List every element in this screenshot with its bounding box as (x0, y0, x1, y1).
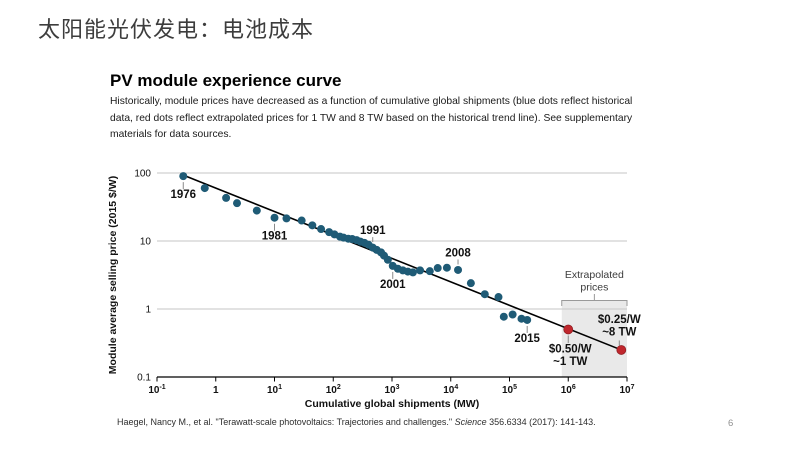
svg-text:2001: 2001 (380, 279, 406, 291)
svg-text:1981: 1981 (262, 231, 288, 243)
figure-subtitle: Historically, module prices have decreas… (110, 96, 633, 141)
data-point (179, 172, 188, 181)
data-point (508, 310, 517, 319)
svg-text:106: 106 (561, 384, 576, 396)
svg-text:0.1: 0.1 (137, 373, 151, 384)
svg-text:10: 10 (140, 237, 152, 248)
svg-text:~8 TW: ~8 TW (602, 326, 636, 338)
trend-line (182, 174, 622, 351)
data-point (297, 216, 306, 225)
y-axis-label: Module average selling price (2015 $/W) (107, 176, 119, 374)
svg-text:1991: 1991 (360, 225, 386, 237)
svg-text:2008: 2008 (445, 247, 471, 259)
data-point (282, 214, 291, 223)
svg-text:102: 102 (326, 384, 341, 396)
data-point (222, 193, 231, 202)
data-point (416, 266, 425, 275)
svg-text:103: 103 (384, 384, 399, 396)
data-point (200, 184, 209, 193)
svg-text:101: 101 (267, 384, 282, 396)
data-point (454, 265, 463, 274)
price-annotations: $0.50/W~1 TW $0.25/W~8 TW (549, 314, 641, 368)
svg-text:$0.25/W: $0.25/W (598, 314, 641, 326)
data-point (480, 290, 489, 299)
year-annotations: 1976 1981 1991 2001 2008 2015 (170, 182, 541, 345)
data-point (408, 268, 417, 277)
x-axis-label: Cumulative global shipments (MW) (305, 398, 479, 410)
svg-text:100: 100 (134, 169, 151, 180)
citation-prefix: Haegel, Nancy M., et al. "Terawatt-scale… (117, 417, 455, 427)
slide-title: 太阳能光伏发电：电池成本 (38, 17, 315, 42)
data-point (523, 315, 532, 324)
data-point (433, 264, 442, 273)
data-point (425, 267, 434, 276)
svg-text:10-1: 10-1 (148, 384, 165, 396)
extrapolated-point (616, 345, 627, 355)
svg-text:$0.50/W: $0.50/W (549, 343, 592, 355)
y-axis: 100 10 1 0.1 Module average selling price (2… (107, 169, 151, 384)
citation-suffix: 356.6334 (2017): 141-143. (486, 417, 596, 427)
figure-title: PV module experience curve (110, 71, 342, 90)
svg-text:1: 1 (213, 385, 219, 396)
data-point (499, 312, 508, 321)
citation-journal: Science (454, 417, 487, 427)
data-point (270, 213, 279, 222)
citation: Haegel, Nancy M., et al. "Terawatt-scale… (117, 417, 596, 427)
svg-text:2015: 2015 (514, 333, 540, 345)
svg-text:prices: prices (580, 282, 608, 294)
data-point (233, 199, 242, 208)
svg-text:~1 TW: ~1 TW (553, 356, 587, 368)
svg-text:107: 107 (619, 384, 634, 396)
data-point (442, 263, 451, 272)
svg-text:1: 1 (145, 305, 151, 316)
svg-text:105: 105 (502, 384, 517, 396)
historical-data-points (179, 172, 532, 324)
svg-text:Extrapolated: Extrapolated (565, 269, 624, 281)
data-point (494, 293, 503, 302)
data-point (383, 255, 392, 264)
x-axis: 10-1 1 101 102 103 104 105 106 107 Cumulative glo… (148, 376, 635, 410)
data-point (308, 221, 317, 230)
gridlines (157, 172, 627, 310)
svg-text:104: 104 (443, 384, 458, 396)
page-number: 6 (728, 418, 734, 429)
data-point (466, 279, 475, 288)
extrapolated-data-points (563, 324, 627, 355)
svg-text:1976: 1976 (170, 189, 196, 201)
extrapolated-point (563, 324, 574, 335)
data-point (252, 206, 261, 215)
data-point (317, 225, 326, 234)
